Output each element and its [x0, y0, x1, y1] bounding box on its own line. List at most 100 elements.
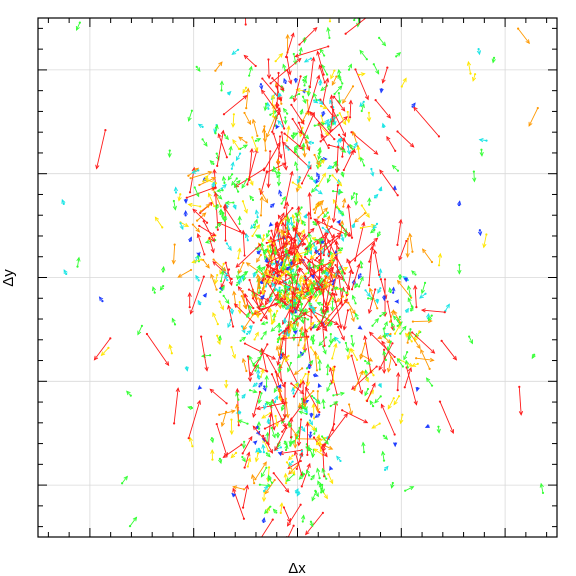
arrow-shaft — [259, 265, 277, 295]
arrow-head — [225, 299, 230, 305]
arrow-head — [270, 327, 276, 332]
arrow-origin — [392, 291, 395, 294]
arrow-head — [373, 150, 379, 155]
vector-arrow — [311, 307, 317, 315]
arrow-origin — [409, 294, 412, 298]
arrow-head — [336, 234, 342, 240]
arrow-origin — [311, 454, 315, 457]
arrow-head — [278, 52, 284, 58]
arrow-origin — [188, 191, 192, 194]
vector-arrow — [340, 269, 345, 282]
arrow-origin — [223, 181, 226, 185]
arrow-origin — [327, 45, 330, 48]
vector-arrow — [359, 260, 364, 269]
arrow-origin — [242, 488, 246, 491]
arrow-shaft — [317, 259, 324, 269]
arrow-origin — [292, 52, 295, 56]
arrow-origin — [298, 233, 301, 236]
arrow-origin — [303, 243, 306, 246]
vector-arrow — [253, 331, 259, 341]
vector-arrow — [378, 268, 383, 279]
arrow-origin — [383, 468, 387, 471]
arrow-shaft — [234, 303, 254, 323]
arrow-shaft — [255, 210, 259, 218]
arrow-origin — [328, 345, 331, 348]
arrow-origin — [283, 255, 286, 258]
arrow-origin — [297, 344, 300, 347]
arrow-origin — [396, 169, 400, 172]
arrow-shaft — [326, 215, 330, 228]
arrow-head — [236, 179, 241, 185]
arrow-origin — [284, 397, 287, 400]
arrow-origin — [347, 68, 351, 71]
arrow-origin — [239, 411, 242, 414]
arrow-origin — [140, 324, 144, 327]
arrow-shaft — [284, 328, 287, 360]
arrow-shaft — [266, 275, 299, 291]
arrow-origin — [327, 143, 331, 147]
arrow-shaft — [261, 331, 267, 339]
arrow-head — [343, 298, 349, 304]
arrow-origin — [308, 307, 311, 310]
arrow-origin — [243, 466, 246, 469]
vector-arrow — [309, 285, 314, 293]
arrow-head — [311, 309, 317, 315]
vector-arrow — [270, 322, 281, 332]
arrow-origin — [378, 422, 381, 425]
arrow-origin — [415, 306, 418, 309]
arrow-origin — [295, 491, 298, 494]
arrow-origin — [389, 332, 392, 336]
arrow-head — [259, 85, 264, 91]
arrow-origin — [303, 255, 307, 259]
arrow-shaft — [293, 266, 299, 277]
arrow-head — [308, 301, 313, 307]
arrow-origin — [332, 116, 335, 119]
arrow-head — [230, 161, 235, 167]
arrow-origin — [280, 353, 283, 356]
arrow-origin — [202, 258, 205, 262]
arrow-shaft — [242, 230, 246, 256]
arrow-shaft — [379, 269, 381, 277]
arrow-shaft — [321, 276, 327, 292]
arrow-origin — [350, 236, 354, 239]
arrow-origin — [271, 518, 274, 521]
arrow-origin — [298, 145, 301, 148]
arrow-origin — [251, 313, 254, 316]
arrow-shaft — [258, 298, 270, 312]
arrow-head — [270, 202, 275, 208]
arrow-shaft — [342, 198, 346, 207]
arrow-head — [250, 224, 255, 230]
arrow-origin — [377, 273, 381, 276]
arrow-head — [311, 264, 317, 269]
arrow-shaft — [298, 267, 317, 290]
arrow-shaft — [324, 262, 332, 273]
arrow-origin — [241, 396, 244, 399]
arrow-origin — [197, 279, 200, 282]
arrow-head — [233, 303, 239, 308]
arrow-origin — [191, 223, 194, 226]
arrow-head — [302, 152, 307, 158]
arrow-origin — [303, 350, 306, 353]
arrow-origin — [219, 205, 222, 208]
arrow-origin — [246, 183, 249, 186]
arrow-origin — [214, 182, 218, 185]
arrow-shaft — [346, 269, 352, 296]
arrow-head — [319, 267, 324, 273]
arrow-shaft — [322, 218, 339, 249]
vector-arrow — [223, 134, 230, 141]
arrow-head — [321, 309, 326, 315]
arrow-origin — [331, 283, 334, 286]
arrow-origin — [226, 279, 229, 282]
arrow-origin — [333, 95, 336, 98]
arrow-origin — [313, 99, 316, 102]
arrow-origin — [274, 370, 277, 373]
arrow-origin — [289, 303, 292, 306]
arrow-head — [316, 239, 321, 245]
arrow-origin — [189, 268, 193, 272]
arrow-origin — [313, 124, 316, 127]
arrow-origin — [197, 169, 200, 172]
vector-arrow — [310, 274, 315, 280]
arrow-head — [298, 307, 304, 313]
vector-arrow — [256, 250, 262, 255]
arrow-origin — [298, 43, 301, 46]
